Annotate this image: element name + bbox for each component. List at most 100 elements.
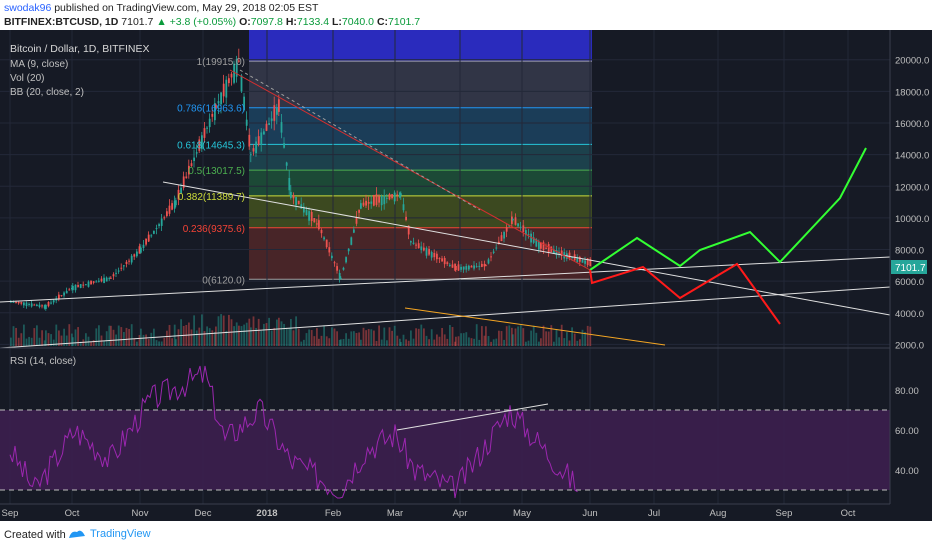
rsi-axis[interactable]: 40.00 60.00 80.00 bbox=[895, 386, 919, 477]
candle-body bbox=[375, 194, 378, 205]
candle-body bbox=[82, 284, 85, 286]
candle-body bbox=[407, 225, 410, 235]
legend-vol[interactable]: Vol (20) bbox=[10, 73, 44, 84]
volume-bar bbox=[542, 325, 545, 346]
volume-bar bbox=[446, 338, 449, 346]
volume-bar bbox=[399, 338, 401, 346]
candle-body bbox=[120, 267, 123, 269]
candle-body bbox=[462, 266, 465, 270]
volume-bar bbox=[290, 318, 292, 346]
candle-body bbox=[396, 194, 399, 196]
candle-body bbox=[331, 255, 333, 259]
volume-bar bbox=[211, 330, 214, 346]
volume-bar bbox=[483, 335, 486, 346]
candle-body bbox=[173, 200, 176, 209]
volume-bar bbox=[547, 331, 550, 346]
candle-body bbox=[243, 96, 245, 111]
candle-body bbox=[230, 73, 233, 78]
price-axis[interactable]: 2000.0 4000.0 6000.0 8000.0 10000.0 12000.0 14… bbox=[895, 56, 929, 352]
fib-band bbox=[249, 170, 592, 196]
candle-body bbox=[195, 152, 198, 154]
time-axis[interactable]: Sep Oct Nov Dec 2018 Feb Mar Apr May Jun Jul Aug Sep… bbox=[2, 508, 856, 519]
volume-bar bbox=[280, 321, 283, 346]
candle-body bbox=[220, 92, 222, 105]
candle-body bbox=[140, 247, 142, 253]
time-tick-label: Mar bbox=[387, 508, 403, 519]
volume-bar bbox=[360, 339, 362, 346]
volume-bar bbox=[71, 333, 73, 346]
volume-bar bbox=[428, 339, 430, 346]
volume-bar bbox=[568, 340, 571, 346]
volume-bar bbox=[198, 327, 201, 346]
candle-body bbox=[295, 196, 297, 206]
candle-body bbox=[52, 300, 55, 303]
volume-bar bbox=[303, 339, 305, 346]
tradingview-link[interactable]: TradingView bbox=[68, 528, 151, 540]
candle-body bbox=[370, 201, 373, 204]
rsi-trendline bbox=[396, 403, 549, 431]
rsi-legend[interactable]: RSI (14, close) bbox=[10, 356, 76, 367]
volume-bar bbox=[47, 333, 50, 346]
volume-bar bbox=[112, 329, 115, 346]
candle-body bbox=[310, 211, 313, 222]
candle-body bbox=[325, 239, 328, 248]
candle-body bbox=[522, 225, 525, 232]
candle-body bbox=[547, 244, 550, 253]
candle-body bbox=[323, 237, 325, 240]
volume-bar bbox=[455, 336, 457, 346]
volume-bar bbox=[388, 327, 391, 346]
candle-body bbox=[74, 284, 77, 291]
candle-body bbox=[250, 154, 252, 156]
candle-body bbox=[333, 262, 336, 264]
volume-bar bbox=[423, 328, 425, 346]
candle-body bbox=[402, 204, 405, 211]
candle-body bbox=[500, 235, 503, 242]
volume-bar bbox=[451, 327, 454, 346]
price-tick-label: 18000.0 bbox=[895, 87, 929, 98]
volume-bar bbox=[443, 334, 446, 346]
candle-body bbox=[28, 303, 30, 305]
volume-bar bbox=[43, 340, 46, 346]
volume-bar bbox=[72, 337, 74, 346]
candle-body bbox=[252, 148, 255, 152]
candle-body bbox=[163, 217, 166, 219]
candle-body bbox=[470, 265, 473, 268]
bull-projection-line bbox=[589, 147, 867, 271]
volume-bar bbox=[454, 341, 456, 346]
volume-bar bbox=[336, 331, 338, 346]
fib-bands bbox=[249, 30, 592, 280]
price-tag: 7101.7 bbox=[895, 263, 926, 274]
author-link[interactable]: swodak96 bbox=[4, 2, 52, 14]
candle-body bbox=[517, 223, 519, 227]
candle-body bbox=[235, 59, 238, 77]
candle-body bbox=[455, 265, 457, 271]
legend-ma[interactable]: MA (9, close) bbox=[10, 59, 68, 70]
volume-bar bbox=[325, 336, 328, 346]
candle-body bbox=[158, 224, 160, 226]
candle-body bbox=[278, 99, 280, 112]
volume-bar bbox=[105, 331, 108, 346]
legend-bb[interactable]: BB (20, close, 2) bbox=[10, 87, 84, 98]
candle-body bbox=[177, 189, 180, 200]
volume-bar bbox=[292, 330, 295, 346]
volume-bar bbox=[481, 326, 483, 346]
candle-body bbox=[545, 247, 547, 249]
volume-bar bbox=[30, 337, 33, 346]
rsi-band bbox=[0, 410, 890, 490]
volume-bar bbox=[260, 330, 263, 346]
candle-body bbox=[217, 101, 220, 104]
candle-body bbox=[576, 257, 579, 263]
chart-area[interactable]: 1(19915.0) 0.786(16963.6) 0.618(14645.3) 0.… bbox=[0, 30, 932, 521]
volume-bar bbox=[530, 330, 532, 346]
volume-bar bbox=[273, 327, 276, 346]
volume-bar bbox=[527, 340, 530, 346]
candle-body bbox=[43, 305, 46, 309]
chart-header: swodak96 published on TradingView.com, M… bbox=[0, 0, 932, 30]
volume-bar bbox=[285, 327, 288, 346]
volume-bar bbox=[225, 330, 228, 346]
chart-svg[interactable]: 1(19915.0) 0.786(16963.6) 0.618(14645.3) 0.… bbox=[0, 30, 932, 521]
candle-body bbox=[380, 196, 383, 206]
volume-bar bbox=[589, 326, 592, 346]
volume-bar bbox=[571, 327, 573, 346]
volume-bar bbox=[393, 325, 396, 346]
